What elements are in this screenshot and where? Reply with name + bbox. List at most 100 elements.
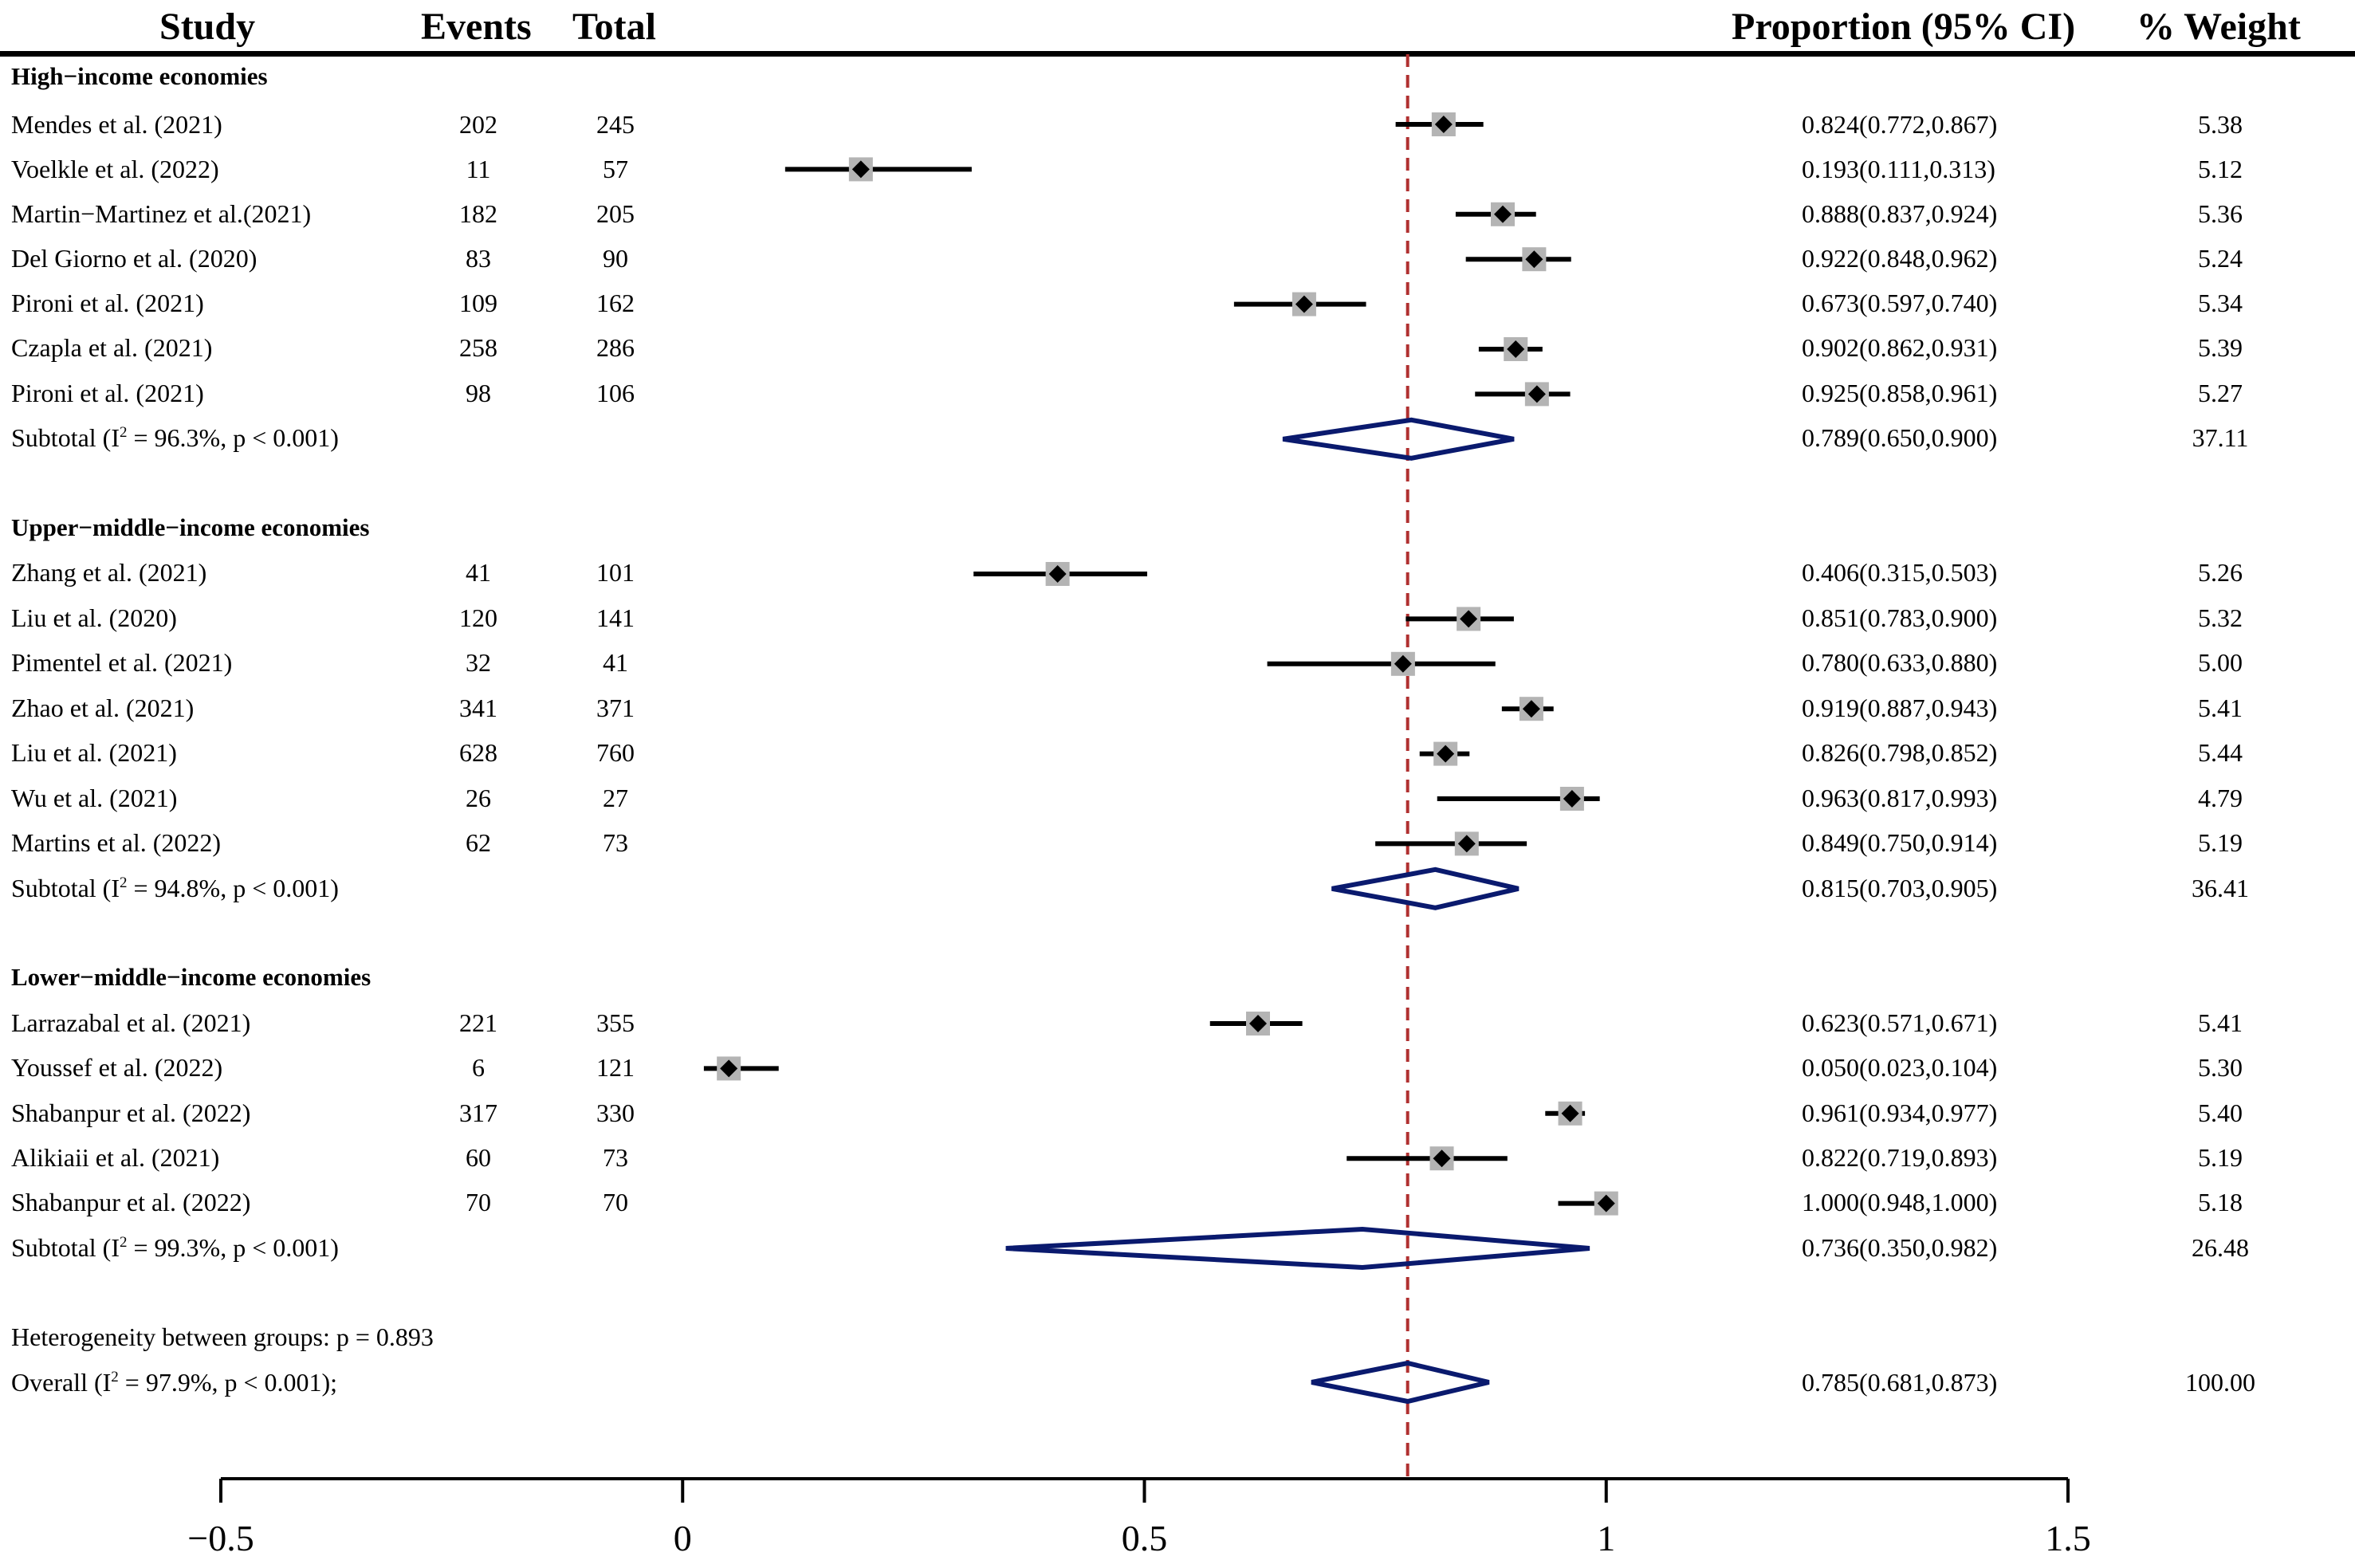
study-events: 317 [459, 1098, 497, 1127]
header-events: Events [421, 6, 532, 48]
study-row: Alikiaii et al. (2021) 60 73 0.822(0.719… [0, 1135, 2355, 1180]
study-name: Del Giorno et al. (2020) [11, 244, 258, 273]
study-row: Pironi et al. (2021) 98 106 0.925(0.858,… [0, 371, 2355, 415]
study-name: Voelkle et al. (2022) [11, 155, 219, 183]
subtotal-weight: 26.48 [2192, 1233, 2249, 1262]
x-axis-tick-label: 0 [674, 1518, 692, 1558]
study-events: 258 [459, 333, 497, 362]
study-weight: 5.27 [2198, 379, 2243, 407]
study-ci: 0.849(0.750,0.914) [1802, 828, 1998, 857]
study-ci: 0.902(0.862,0.931) [1802, 333, 1998, 362]
study-name: Martin−Martinez et al.(2021) [11, 199, 312, 228]
subtotal-ci: 0.815(0.703,0.905) [1802, 874, 1998, 902]
study-row: Wu et al. (2021) 26 27 0.963(0.817,0.993… [0, 776, 2355, 820]
study-name: Youssef et al. (2022) [11, 1053, 223, 1082]
study-weight: 5.44 [2198, 738, 2243, 767]
x-axis-tick-label: −0.5 [187, 1518, 254, 1558]
group-header-row: High−income economies [0, 54, 2355, 99]
study-name: Shabanpur et al. (2022) [11, 1188, 251, 1216]
subtotal-ci: 0.736(0.350,0.982) [1802, 1233, 1998, 1262]
study-ci: 0.824(0.772,0.867) [1802, 110, 1998, 139]
study-weight: 5.32 [2198, 603, 2243, 632]
study-total: 760 [596, 738, 635, 767]
study-events: 341 [459, 694, 497, 722]
study-ci: 0.193(0.111,0.313) [1802, 155, 1995, 183]
point-estimate [1460, 610, 1478, 628]
study-total: 57 [603, 155, 628, 183]
subtotal-label: Subtotal (I2 = 94.8%, p < 0.001) [11, 874, 339, 902]
point-estimate [1394, 654, 1412, 673]
study-weight: 5.26 [2198, 558, 2243, 587]
point-estimate [1248, 1015, 1267, 1032]
point-estimate [1048, 565, 1067, 583]
heterogeneity-row: Heterogeneity between groups: p = 0.893 [0, 1315, 2355, 1359]
study-total: 73 [603, 1143, 628, 1172]
point-estimate [1597, 1194, 1615, 1212]
study-events: 628 [459, 738, 497, 767]
study-row: Mendes et al. (2021) 202 245 0.824(0.772… [0, 102, 2355, 147]
x-axis-tick-label: 1 [1597, 1518, 1615, 1558]
subtotal-label: Subtotal (I2 = 99.3%, p < 0.001) [11, 1233, 339, 1262]
study-weight: 5.39 [2198, 333, 2243, 362]
point-estimate [720, 1059, 738, 1078]
study-weight: 5.38 [2198, 110, 2243, 139]
point-estimate [1437, 745, 1455, 763]
study-weight: 5.00 [2198, 648, 2243, 677]
study-ci: 0.780(0.633,0.880) [1802, 648, 1998, 677]
subtotal-weight: 37.11 [2192, 423, 2249, 452]
study-name: Pironi et al. (2021) [11, 289, 204, 317]
overall-diamond [1311, 1360, 1490, 1405]
study-total: 205 [596, 199, 635, 228]
study-total: 70 [603, 1188, 628, 1216]
study-weight: 5.24 [2198, 244, 2243, 273]
group-title: High−income economies [11, 62, 268, 90]
study-total: 162 [596, 289, 635, 317]
study-row: Martin−Martinez et al.(2021) 182 205 0.8… [0, 191, 2355, 236]
study-events: 6 [472, 1053, 485, 1082]
study-weight: 4.79 [2198, 784, 2243, 812]
study-ci: 0.851(0.783,0.900) [1802, 603, 1998, 632]
study-total: 106 [596, 379, 635, 407]
study-weight: 5.30 [2198, 1053, 2243, 1082]
study-total: 355 [596, 1008, 635, 1037]
study-row: Zhang et al. (2021) 41 101 0.406(0.315,0… [0, 550, 2355, 595]
point-estimate [851, 160, 870, 179]
point-estimate [1295, 295, 1313, 313]
study-events: 32 [466, 648, 491, 677]
study-events: 221 [459, 1008, 497, 1037]
study-name: Wu et al. (2021) [11, 784, 178, 812]
study-total: 73 [603, 828, 628, 857]
study-events: 60 [466, 1143, 491, 1172]
study-events: 41 [466, 558, 491, 587]
subtotal-diamond [1331, 867, 1520, 910]
study-row: Pimentel et al. (2021) 32 41 0.780(0.633… [0, 640, 2355, 685]
study-ci: 0.919(0.887,0.943) [1802, 694, 1998, 722]
header-weight: % Weight [2137, 6, 2301, 48]
study-weight: 5.41 [2198, 694, 2243, 722]
study-weight: 5.40 [2198, 1098, 2243, 1127]
study-row: Martins et al. (2022) 62 73 0.849(0.750,… [0, 820, 2355, 865]
study-row: Youssef et al. (2022) 6 121 0.050(0.023,… [0, 1045, 2355, 1090]
study-total: 286 [596, 333, 635, 362]
x-axis-tick-label: 0.5 [1122, 1518, 1168, 1558]
study-ci: 0.826(0.798,0.852) [1802, 738, 1998, 767]
study-total: 371 [596, 694, 635, 722]
study-name: Czapla et al. (2021) [11, 333, 213, 362]
study-name: Alikiaii et al. (2021) [11, 1143, 220, 1172]
header-study: Study [159, 6, 256, 48]
study-ci: 0.673(0.597,0.740) [1802, 289, 1998, 317]
study-name: Larrazabal et al. (2021) [11, 1008, 251, 1037]
study-total: 330 [596, 1098, 635, 1127]
study-events: 26 [466, 784, 491, 812]
group-header-row: Upper−middle−income economies [0, 505, 2355, 550]
subtotal-row: Subtotal (I2 = 94.8%, p < 0.001) 0.815(0… [0, 866, 2355, 910]
study-total: 245 [596, 110, 635, 139]
study-weight: 5.18 [2198, 1188, 2243, 1216]
x-axis-tick-label: 1.5 [2045, 1518, 2091, 1558]
study-events: 120 [459, 603, 497, 632]
study-total: 41 [603, 648, 628, 677]
study-row: Shabanpur et al. (2022) 70 70 1.000(0.94… [0, 1180, 2355, 1224]
study-row: Voelkle et al. (2022) 11 57 0.193(0.111,… [0, 147, 2355, 191]
study-weight: 5.12 [2198, 155, 2243, 183]
